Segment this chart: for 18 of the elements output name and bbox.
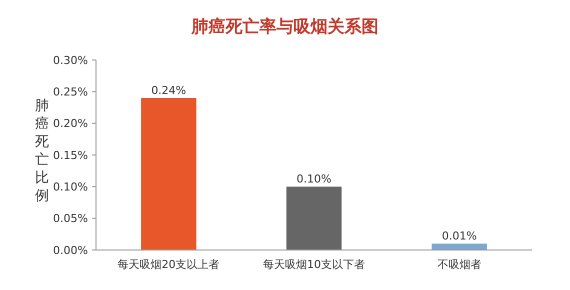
x-tick-label: 每天吸烟20支以上者 <box>118 258 220 271</box>
y-tick-label: 0.20% <box>53 117 88 130</box>
bar <box>432 244 487 250</box>
bar <box>286 186 342 250</box>
y-tick-label: 0.30% <box>53 54 88 67</box>
y-axis-title: 肺癌死亡比例 <box>35 98 49 204</box>
y-tick-label: 0.15% <box>53 148 88 162</box>
x-tick-label: 每天吸烟10支以下者 <box>263 258 365 271</box>
data-label: 0.01% <box>442 230 477 243</box>
bar <box>141 98 196 250</box>
data-label: 0.10% <box>296 172 332 186</box>
y-tick-label: 0.25% <box>53 86 88 99</box>
data-label: 0.24% <box>151 84 186 97</box>
y-tick-label: 0.00% <box>53 244 88 257</box>
chart-title: 肺癌死亡率与吸烟关系图 <box>190 17 378 37</box>
y-tick-label: 0.05% <box>53 212 88 226</box>
y-tick-label: 0.10% <box>53 180 88 194</box>
x-tick-label: 不吸烟者 <box>437 258 482 271</box>
